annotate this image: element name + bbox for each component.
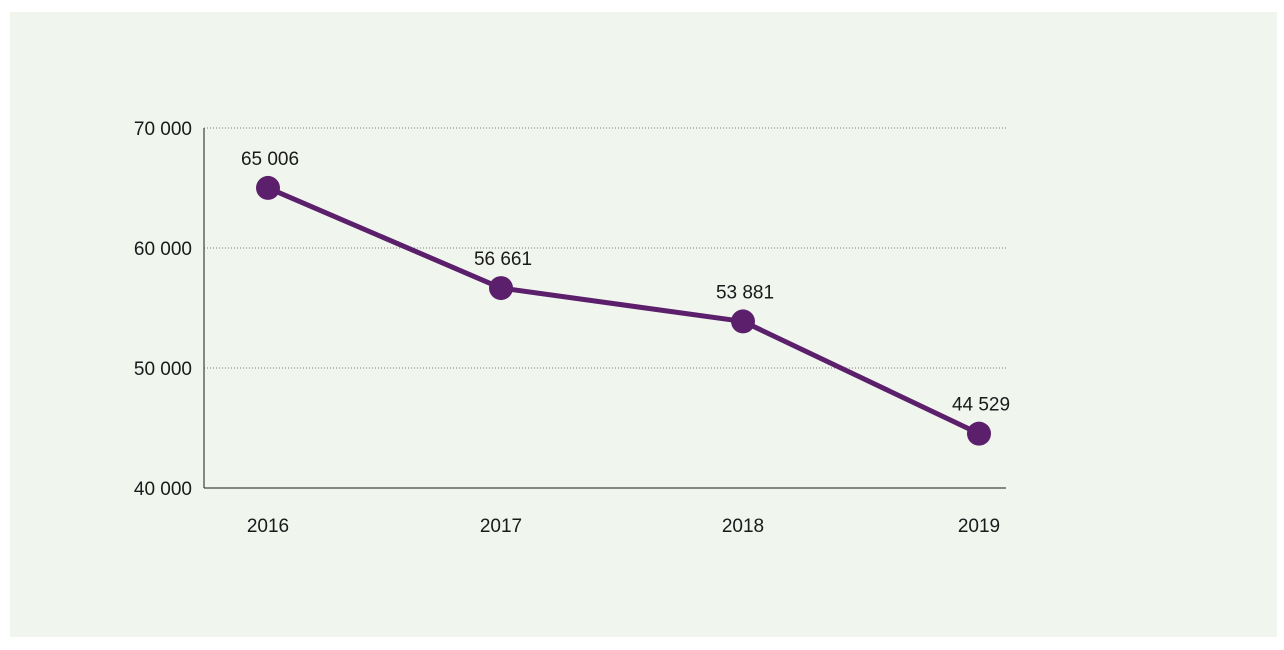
- data-labels: 65 006 56 661 53 881 44 529: [241, 149, 1010, 416]
- series-line-layer: [265, 185, 982, 437]
- x-tick-label-0: 2016: [247, 516, 289, 537]
- axes: [203, 128, 1006, 489]
- x-tick-label-3: 2019: [958, 516, 1000, 537]
- y-tick-label-1: 50 000: [134, 359, 192, 380]
- data-points: [256, 175, 991, 446]
- data-label-3: 44 529: [952, 395, 1010, 416]
- data-point-3: [967, 421, 991, 446]
- data-label-0: 65 006: [241, 149, 299, 170]
- x-axis-tick-labels: 2016 2017 2018 2019: [247, 516, 1000, 537]
- y-axis-tick-labels: 40 000 50 000 60 000 70 000: [134, 119, 192, 500]
- data-point-2: [731, 309, 755, 334]
- data-label-1: 56 661: [474, 249, 532, 270]
- y-tick-label-3: 70 000: [134, 119, 192, 140]
- y-tick-label-2: 60 000: [134, 239, 192, 260]
- y-tick-label-0: 40 000: [134, 479, 192, 500]
- x-tick-label-1: 2017: [480, 516, 522, 537]
- gridlines: [204, 127, 1006, 369]
- chart-panel: 40 000 50 000 60 000 70 000 2016 2017 2018 201…: [10, 12, 1277, 637]
- data-label-2: 53 881: [716, 282, 774, 303]
- series-line-0: [265, 185, 982, 437]
- data-point-0: [256, 175, 280, 200]
- data-point-1: [489, 276, 513, 301]
- x-tick-label-2: 2018: [722, 516, 764, 537]
